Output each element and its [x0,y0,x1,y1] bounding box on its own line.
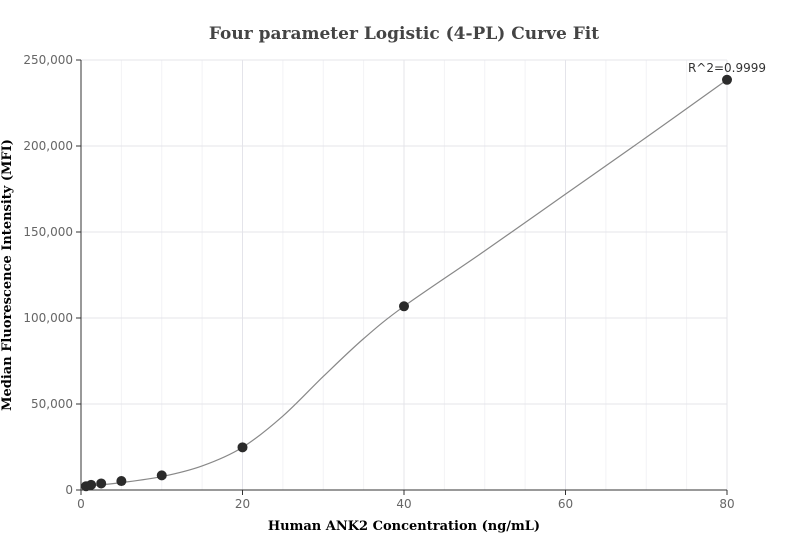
y-tick-label: 200,000 [23,139,73,153]
fit-curve-line [85,79,728,487]
data-point [116,476,127,487]
data-point [237,442,248,453]
axes [76,59,728,495]
x-tick-label: 20 [235,497,250,511]
data-point [722,74,732,85]
data-point [156,470,167,481]
data-point [399,301,409,312]
x-tick-labels: 0 20 40 60 80 [77,497,734,511]
x-tick-label: 60 [558,497,573,511]
chart-title: Four parameter Logistic (4-PL) Curve Fit [209,24,599,44]
r-squared-annotation: R^2=0.9999 [688,61,766,75]
data-point [86,479,97,490]
x-tick-label: 80 [719,497,734,511]
grid [81,59,728,490]
x-axis-title: Human ANK2 Concentration (ng/mL) [268,519,540,534]
y-axis-title: Median Fluorescence Intensity (MFI) [0,139,15,411]
y-tick-label: 150,000 [23,225,73,239]
x-tick-label: 0 [77,497,85,511]
y-tick-label: 250,000 [23,53,73,67]
y-tick-label: 50,000 [31,397,73,411]
x-tick-label: 40 [396,497,411,511]
y-tick-label: 0 [65,483,73,497]
data-points [81,74,732,492]
data-point [96,478,107,489]
y-tick-label: 100,000 [23,311,73,325]
y-tick-labels: 0 50,000 100,000 150,000 200,000 250,000 [23,53,73,497]
